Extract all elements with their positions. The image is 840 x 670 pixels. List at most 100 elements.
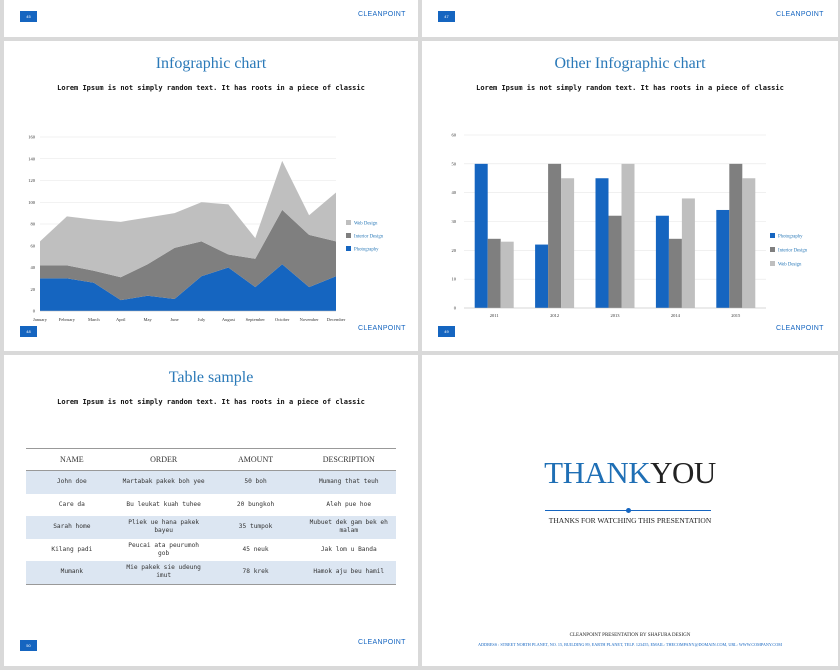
- x-tick-label: March: [88, 317, 100, 322]
- bar-photography: [595, 178, 609, 308]
- x-tick-label: July: [198, 317, 206, 322]
- y-tick-label: 140: [28, 156, 36, 161]
- cell: Mumang that teuh: [301, 470, 396, 494]
- x-tick-label: May: [144, 317, 153, 322]
- slide-title: Other Infographic chart: [554, 55, 706, 72]
- brand-logo: CLEANPOINT: [776, 11, 824, 18]
- tagline: THANKS FOR WATCHING THIS PRESENTATION: [548, 516, 712, 525]
- y-tick-label: 20: [452, 248, 457, 253]
- table-row: Sarah home Pliek ue hana pakek bayeu 35 …: [26, 516, 396, 539]
- cell: Pliek ue hana pakek bayeu: [117, 516, 210, 539]
- area-series-photography: [40, 264, 336, 311]
- x-tick-label: 2014: [671, 313, 681, 318]
- cell: Kilang padi: [51, 545, 93, 553]
- legend-swatch: [770, 233, 775, 238]
- y-tick-label: 100: [28, 200, 36, 205]
- x-tick-label: April: [116, 317, 126, 322]
- slide-infographic-chart[interactable]: Infographic chart Lorem Ipsum is not sim…: [4, 41, 418, 351]
- bar-interior-design: [668, 238, 682, 308]
- bar-web-design: [561, 178, 575, 308]
- cell: Hamok aju beu hamil: [301, 561, 396, 585]
- table-row: Care da Bu leukat kuah tuhee 20 bungkoh …: [26, 494, 396, 517]
- x-tick-label: December: [327, 317, 346, 322]
- area-series-web-design: [40, 160, 336, 278]
- cell: 35 tumpok: [209, 516, 302, 539]
- slide-other-infographic-chart[interactable]: Other Infographic chart Lorem Ipsum is n…: [422, 41, 838, 351]
- bar-interior-design: [729, 163, 743, 308]
- y-tick-label: 30: [452, 219, 457, 224]
- x-tick-label: November: [300, 317, 319, 322]
- x-tick-label: January: [33, 317, 48, 322]
- cell: Care da: [58, 500, 85, 508]
- legend-label: Web Design: [354, 222, 378, 227]
- y-tick-label: 60: [452, 133, 457, 138]
- cell: Aleh pue hoe: [326, 500, 372, 508]
- bar-chart: 0 10 20 30 40 50 60 2011 2012 2013 2014 2015 Photogr…: [452, 133, 808, 319]
- slide-subtitle: Lorem Ipsum is not simply random text. I…: [57, 398, 365, 406]
- x-tick-label: June: [170, 317, 178, 322]
- slide-subtitle: Lorem Ipsum is not simply random text. I…: [57, 84, 365, 92]
- y-tick-label: 40: [31, 265, 36, 270]
- page-number-box: 48: [20, 326, 37, 337]
- header-name: NAME: [26, 448, 118, 471]
- bar-interior-design: [487, 238, 501, 308]
- y-tick-label: 80: [31, 222, 36, 227]
- legend-label: Photography: [354, 248, 379, 253]
- page-number-box: 50: [20, 640, 37, 651]
- y-tick-label: 0: [454, 306, 457, 311]
- x-tick-label: 2012: [550, 313, 559, 318]
- brand-logo: CLEANPOINT: [358, 11, 406, 18]
- y-tick-label: 20: [31, 287, 36, 292]
- brand-logo: CLEANPOINT: [358, 325, 406, 332]
- legend-swatch: [346, 246, 351, 251]
- bar-web-design: [621, 163, 635, 308]
- legend-label: Web Design: [778, 263, 802, 268]
- x-tick-label: February: [59, 317, 76, 322]
- divider-dot: [626, 508, 631, 513]
- slide-thank-you[interactable]: THANKYOU THANKS FOR WATCHING THIS PRESEN…: [422, 355, 838, 666]
- legend-swatch: [770, 261, 775, 266]
- y-tick-label: 120: [28, 178, 36, 183]
- cell: Mumank: [26, 561, 118, 585]
- cell: John doe: [26, 470, 118, 494]
- x-tick-label: October: [275, 317, 290, 322]
- brand-logo: CLEANPOINT: [776, 325, 824, 332]
- y-tick-label: 160: [28, 135, 36, 140]
- thank-word: THANK: [544, 455, 651, 490]
- cell: Sarah home: [26, 516, 118, 539]
- brand-logo: CLEANPOINT: [358, 639, 406, 646]
- bar-interior-design: [548, 163, 562, 308]
- bar-photography: [716, 209, 730, 308]
- table-row: Kilang padi Peucai ata peurumoh gob 45 n…: [26, 539, 396, 562]
- bar-web-design: [681, 198, 695, 308]
- legend-label: Interior Design: [778, 249, 808, 254]
- table-row: John doe Martabak pakek boh yee 50 boh M…: [26, 470, 396, 494]
- cell: Martabak pakek boh yee: [117, 470, 210, 494]
- top-left-slide[interactable]: 45 CLEANPOINT: [4, 0, 418, 37]
- top-right-slide[interactable]: 47 CLEANPOINT: [422, 0, 838, 37]
- cell: Bu leukat kuah tuhee: [126, 500, 201, 508]
- header-description: DESCRIPTION: [301, 448, 396, 471]
- slide-title: Table sample: [168, 369, 254, 386]
- slide-title: Infographic chart: [155, 55, 267, 72]
- cell: Jak lom u Banda: [320, 545, 377, 553]
- x-tick-label: 2013: [611, 313, 621, 318]
- header-order: ORDER: [117, 448, 210, 471]
- y-tick-label: 40: [452, 190, 457, 195]
- cell: Mie pakek sie udeung imut: [117, 561, 210, 585]
- cell: 50 boh: [209, 470, 302, 494]
- table-row: Mumank Mie pakek sie udeung imut 78 krek…: [26, 561, 396, 585]
- page-number-box: 49: [438, 326, 455, 337]
- y-tick-label: 10: [452, 277, 457, 282]
- x-tick-label: 2015: [731, 313, 741, 318]
- x-tick-label: August: [222, 317, 236, 322]
- footer-credit: CLEANPOINT PRESENTATION BY SHAFURA DESIG…: [569, 633, 691, 638]
- bar-photography: [474, 163, 488, 308]
- bar-web-design: [500, 241, 514, 308]
- legend-label: Photography: [778, 235, 803, 240]
- you-word: YOU: [650, 455, 716, 490]
- legend-label: Interior Design: [354, 235, 384, 240]
- area-series-interior-design: [40, 209, 336, 301]
- slide-table-sample[interactable]: Table sample Lorem Ipsum is not simply r…: [4, 355, 418, 666]
- page-number-box: 47: [438, 11, 455, 22]
